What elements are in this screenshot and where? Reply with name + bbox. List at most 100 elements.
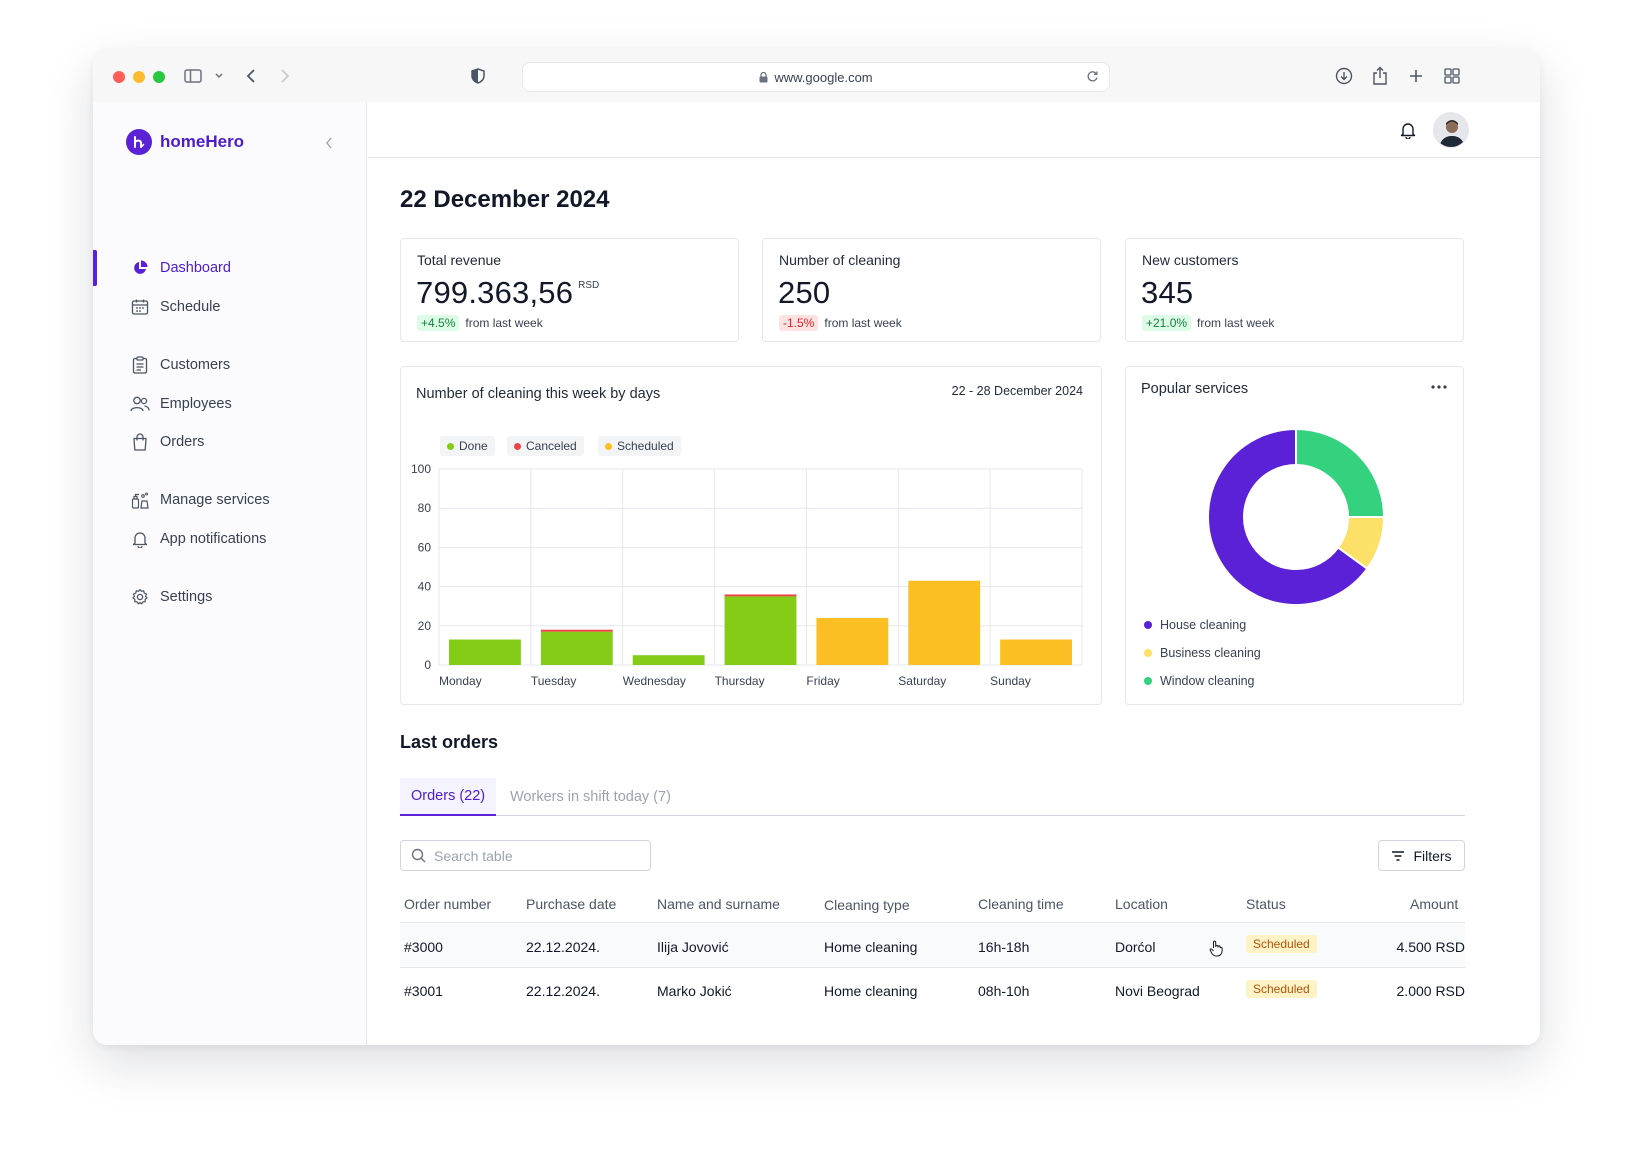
legend-window-cleaning[interactable]: Window cleaning — [1144, 674, 1255, 688]
column-header-order-number[interactable]: Order number — [404, 896, 492, 912]
gear-icon — [130, 587, 150, 607]
users-icon — [130, 394, 150, 414]
more-options-icon[interactable] — [1429, 379, 1449, 395]
sidebar-item-label: Customers — [160, 357, 231, 373]
maximize-window-button[interactable] — [153, 71, 165, 83]
lock-icon — [759, 71, 768, 83]
cell-order-number: #3000 — [404, 939, 443, 955]
x-tick-label: Sunday — [990, 674, 1031, 688]
bar-scheduled — [816, 617, 889, 665]
tab-workers-in-shift[interactable]: Workers in shift today (7) — [510, 789, 671, 805]
forward-icon[interactable] — [274, 65, 296, 87]
sidebar-item-label: Employees — [160, 396, 232, 412]
column-header-purchase-date[interactable]: Purchase date — [526, 896, 617, 912]
bar-chart: 0 20 40 60 80 100 Monday Tuesday Wednesday Thursd… — [411, 462, 1083, 688]
search-table-field[interactable] — [400, 840, 651, 871]
orders-tabs: Orders (22) Workers in shift today (7) — [400, 778, 1465, 816]
bar-canceled — [724, 594, 797, 597]
change-suffix: from last week — [465, 316, 543, 330]
bar-scheduled — [1000, 639, 1072, 665]
bar-scheduled — [908, 580, 981, 665]
sidebar-item-label: Schedule — [160, 299, 221, 315]
sidebar-item-dashboard[interactable]: Dashboard — [93, 250, 367, 286]
legend-dot — [1144, 621, 1152, 629]
cell-location: Dorćol — [1115, 939, 1156, 955]
download-icon[interactable] — [1333, 65, 1355, 87]
close-window-button[interactable] — [113, 71, 125, 83]
user-avatar[interactable] — [1433, 112, 1469, 148]
legend-canceled[interactable]: Canceled — [507, 436, 584, 456]
donut-chart — [1207, 427, 1386, 606]
top-bar — [368, 102, 1540, 158]
legend-dot — [605, 442, 612, 450]
share-icon[interactable] — [1369, 65, 1391, 87]
sidebar-item-settings[interactable]: Settings — [93, 579, 367, 615]
chevron-down-icon[interactable] — [208, 65, 230, 87]
sidebar-item-orders[interactable]: Orders — [93, 424, 367, 460]
stat-value: 345 — [1141, 275, 1194, 310]
filters-button[interactable]: Filters — [1378, 840, 1465, 871]
legend-business-cleaning[interactable]: Business cleaning — [1144, 646, 1261, 660]
bar-canceled — [540, 629, 613, 632]
legend-done[interactable]: Done — [440, 436, 495, 456]
minimize-window-button[interactable] — [133, 71, 145, 83]
column-header-cleaning-time[interactable]: Cleaning time — [978, 896, 1064, 912]
stat-label: Number of cleaning — [779, 252, 901, 268]
search-input[interactable] — [434, 847, 634, 864]
change-badge: -1.5% — [779, 315, 819, 331]
sidebar-item-customers[interactable]: Customers — [93, 347, 367, 383]
column-header-amount[interactable]: Amount — [1410, 896, 1459, 912]
back-icon[interactable] — [240, 65, 262, 87]
address-bar[interactable]: www.google.com — [522, 62, 1110, 92]
tab-overview-icon[interactable] — [1441, 65, 1463, 87]
legend-house-cleaning[interactable]: House cleaning — [1144, 618, 1246, 632]
stat-value: 799.363,56 RSD — [416, 275, 600, 310]
tab-orders[interactable]: Orders (22) — [400, 778, 497, 816]
stat-card-total-revenue: Total revenue 799.363,56 RSD +4.5% from l… — [400, 238, 739, 342]
sidebar-item-manage-services[interactable]: Manage services — [93, 482, 367, 518]
brand[interactable]: homeHero — [126, 129, 244, 155]
column-header-cleaning-type[interactable]: Cleaning type — [824, 897, 910, 913]
shield-icon[interactable] — [467, 65, 489, 87]
cell-cleaning-type: Home cleaning — [824, 983, 918, 999]
cell-amount: 4.500 RSD — [1396, 939, 1465, 955]
chart-title: Number of cleaning this week by days — [416, 386, 661, 402]
bar-done — [540, 631, 613, 665]
new-tab-icon[interactable] — [1405, 65, 1427, 87]
reload-icon[interactable] — [1086, 70, 1099, 83]
column-header-name[interactable]: Name and surname — [657, 896, 780, 912]
sidebar-item-employees[interactable]: Employees — [93, 386, 367, 422]
stat-change: -1.5% from last week — [779, 315, 902, 331]
browser-toolbar: www.google.com — [93, 50, 1540, 102]
collapse-sidebar-icon[interactable] — [321, 135, 337, 151]
stat-value: 250 — [778, 275, 831, 310]
search-icon — [411, 848, 426, 863]
y-tick-label: 80 — [418, 501, 432, 515]
legend-dot — [1144, 649, 1152, 657]
sidebar-item-schedule[interactable]: Schedule — [93, 289, 367, 325]
cell-order-number: #3001 — [404, 983, 443, 999]
sidebar-toggle-icon[interactable] — [182, 65, 204, 87]
sidebar: homeHero Dashboard Schedule Customers — [93, 102, 367, 1045]
bar-done — [449, 639, 521, 665]
logo-icon — [126, 129, 152, 155]
x-tick-label: Wednesday — [623, 674, 686, 688]
x-tick-label: Friday — [806, 674, 839, 688]
notifications-bell-icon[interactable] — [1397, 119, 1419, 141]
column-header-status[interactable]: Status — [1246, 896, 1286, 912]
stat-change: +4.5% from last week — [417, 315, 543, 331]
column-header-location[interactable]: Location — [1115, 896, 1168, 912]
cell-name: Ilija Jovović — [657, 939, 729, 955]
cell-cleaning-time: 08h-10h — [978, 983, 1030, 999]
browser-window: www.google.com homeHero — [93, 50, 1540, 1045]
donut-slice-window-cleaning — [1295, 427, 1386, 518]
chart-date-range[interactable]: 22 - 28 December 2024 — [951, 384, 1083, 398]
stat-card-new-customers: New customers 345 +21.0% from last week — [1125, 238, 1464, 342]
y-tick-label: 100 — [411, 462, 431, 476]
cell-amount: 2.000 RSD — [1396, 983, 1465, 999]
y-tick-label: 20 — [418, 619, 432, 633]
sidebar-item-app-notifications[interactable]: App notifications — [93, 521, 367, 557]
donut-slice-house-cleaning — [1207, 427, 1369, 606]
sidebar-item-label: Dashboard — [160, 260, 231, 276]
legend-scheduled[interactable]: Scheduled — [598, 436, 681, 456]
